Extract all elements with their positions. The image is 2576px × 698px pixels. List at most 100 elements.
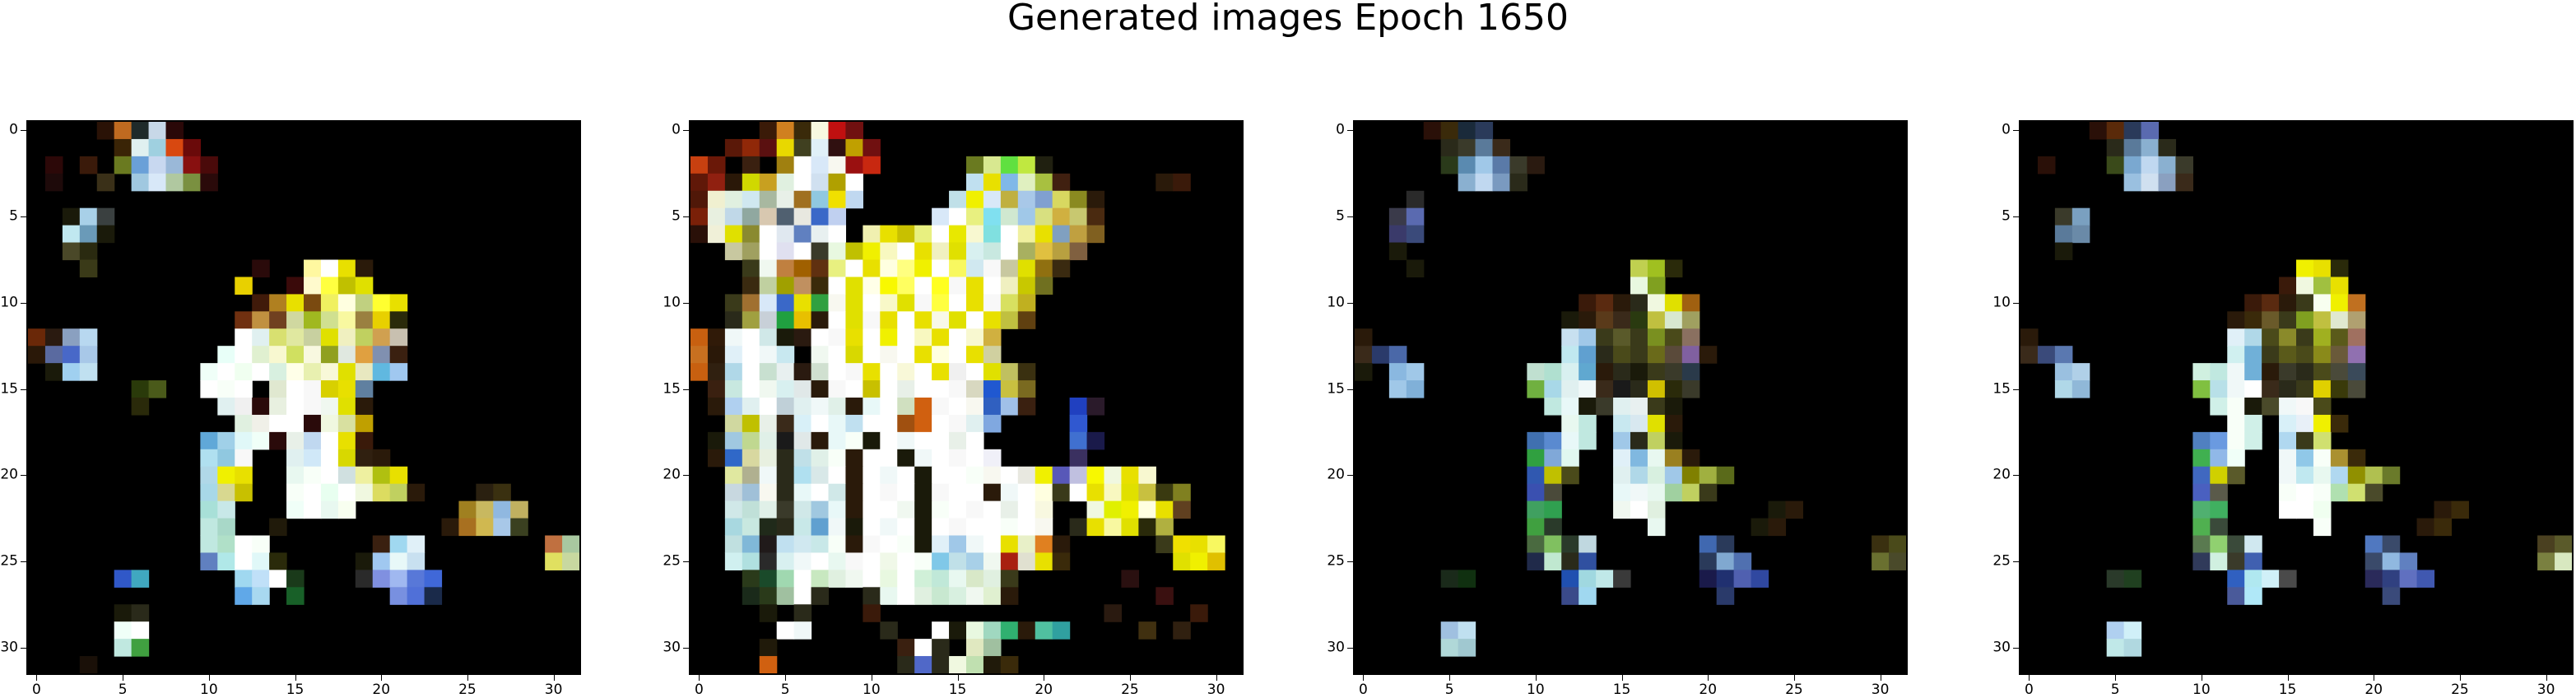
- pixel-cell: [62, 346, 81, 364]
- pixel-cell: [1527, 483, 1545, 502]
- pixel-cell: [914, 466, 932, 485]
- pixel-grid-4: [2020, 122, 2572, 673]
- pixel-cell: [1035, 518, 1053, 537]
- pixel-cell: [1371, 346, 1390, 364]
- pixel-cell: [286, 414, 305, 433]
- pixel-cell: [1121, 500, 1139, 519]
- pixel-cell: [131, 138, 150, 157]
- pixel-cell: [2434, 518, 2453, 537]
- pixel-cell: [776, 207, 795, 226]
- pixel-cell: [742, 225, 760, 244]
- pixel-cell: [389, 363, 408, 381]
- pixel-cell: [742, 552, 760, 570]
- pixel-cell: [2244, 535, 2262, 554]
- pixel-cell: [914, 639, 932, 657]
- pixel-cell: [269, 294, 287, 312]
- pixel-cell: [1647, 380, 1666, 398]
- y-tick-label: 10: [1327, 294, 1345, 311]
- pixel-cell: [1872, 535, 1890, 554]
- pixel-cell: [2227, 466, 2245, 485]
- pixel-cell: [914, 380, 932, 398]
- pixel-cell: [1035, 535, 1053, 554]
- pixel-cell: [1647, 483, 1666, 502]
- pixel-cell: [949, 552, 967, 570]
- pixel-cell: [1664, 294, 1683, 312]
- pixel-cell: [932, 363, 950, 381]
- pixel-cell: [372, 449, 391, 468]
- pixel-cell: [1630, 431, 1648, 450]
- pixel-cell: [286, 363, 305, 381]
- pixel-cell: [1388, 363, 1407, 381]
- pixel-cell: [355, 346, 374, 364]
- pixel-cell: [1000, 570, 1019, 588]
- pixel-cell: [2210, 380, 2228, 398]
- pixel-cell: [742, 570, 760, 588]
- pixel-cell: [1190, 535, 1208, 554]
- image-panel-2: [689, 120, 1244, 675]
- pixel-cell: [114, 604, 133, 622]
- pixel-cell: [114, 639, 133, 657]
- pixel-cell: [1681, 363, 1700, 381]
- pixel-cell: [1052, 242, 1071, 261]
- pixel-cell: [1579, 431, 1597, 450]
- x-tick-mark: [2287, 675, 2289, 681]
- pixel-cell: [1104, 604, 1123, 622]
- pixel-cell: [2106, 156, 2125, 174]
- pixel-cell: [759, 449, 778, 468]
- x-tick-label: 0: [32, 682, 41, 698]
- pixel-cell: [828, 500, 847, 519]
- pixel-cell: [793, 449, 812, 468]
- pixel-cell: [44, 156, 63, 174]
- pixel-cell: [79, 328, 98, 347]
- pixel-cell: [776, 431, 795, 450]
- pixel-cell: [1017, 398, 1036, 416]
- pixel-cell: [1069, 518, 1088, 537]
- pixel-cell: [914, 225, 932, 244]
- pixel-cell: [983, 466, 1002, 485]
- pixel-cell: [863, 398, 881, 416]
- y-tick-label: 10: [1992, 294, 2011, 311]
- pixel-cell: [932, 242, 950, 261]
- pixel-cell: [337, 294, 356, 312]
- pixel-cell: [724, 500, 743, 519]
- pixel-cell: [742, 259, 760, 278]
- pixel-cell: [690, 207, 709, 226]
- pixel-cell: [1035, 500, 1053, 519]
- pixel-cell: [2123, 173, 2142, 192]
- pixel-cell: [372, 328, 391, 347]
- pixel-cell: [759, 346, 778, 364]
- pixel-cell: [1647, 346, 1666, 364]
- pixel-cell: [793, 225, 812, 244]
- pixel-cell: [759, 604, 778, 622]
- pixel-cell: [793, 277, 812, 295]
- pixel-cell: [776, 294, 795, 312]
- pixel-cell: [1104, 466, 1123, 485]
- pixel-cell: [2210, 431, 2228, 450]
- pixel-cell: [286, 483, 305, 502]
- pixel-cell: [2037, 156, 2056, 174]
- pixel-cell: [983, 328, 1002, 347]
- pixel-cell: [863, 466, 881, 485]
- pixel-cell: [2262, 346, 2280, 364]
- pixel-cell: [724, 466, 743, 485]
- pixel-cell: [1440, 138, 1459, 157]
- pixel-cell: [2106, 639, 2125, 657]
- pixel-cell: [1017, 466, 1036, 485]
- pixel-cell: [2123, 639, 2142, 657]
- pixel-cell: [1630, 414, 1648, 433]
- pixel-cell: [759, 639, 778, 657]
- pixel-cell: [165, 138, 184, 157]
- pixel-cell: [1388, 225, 1407, 244]
- pixel-cell: [2313, 466, 2332, 485]
- pixel-cell: [1458, 138, 1476, 157]
- pixel-cell: [724, 483, 743, 502]
- pixel-cell: [1509, 156, 1527, 174]
- pixel-cell: [252, 346, 270, 364]
- pixel-cell: [793, 587, 812, 605]
- pixel-cell: [1492, 138, 1511, 157]
- pixel-cell: [1458, 570, 1476, 588]
- image-panel-3: [1353, 120, 1908, 675]
- pixel-cell: [1647, 449, 1666, 468]
- pixel-cell: [337, 449, 356, 468]
- pixel-cell: [932, 414, 950, 433]
